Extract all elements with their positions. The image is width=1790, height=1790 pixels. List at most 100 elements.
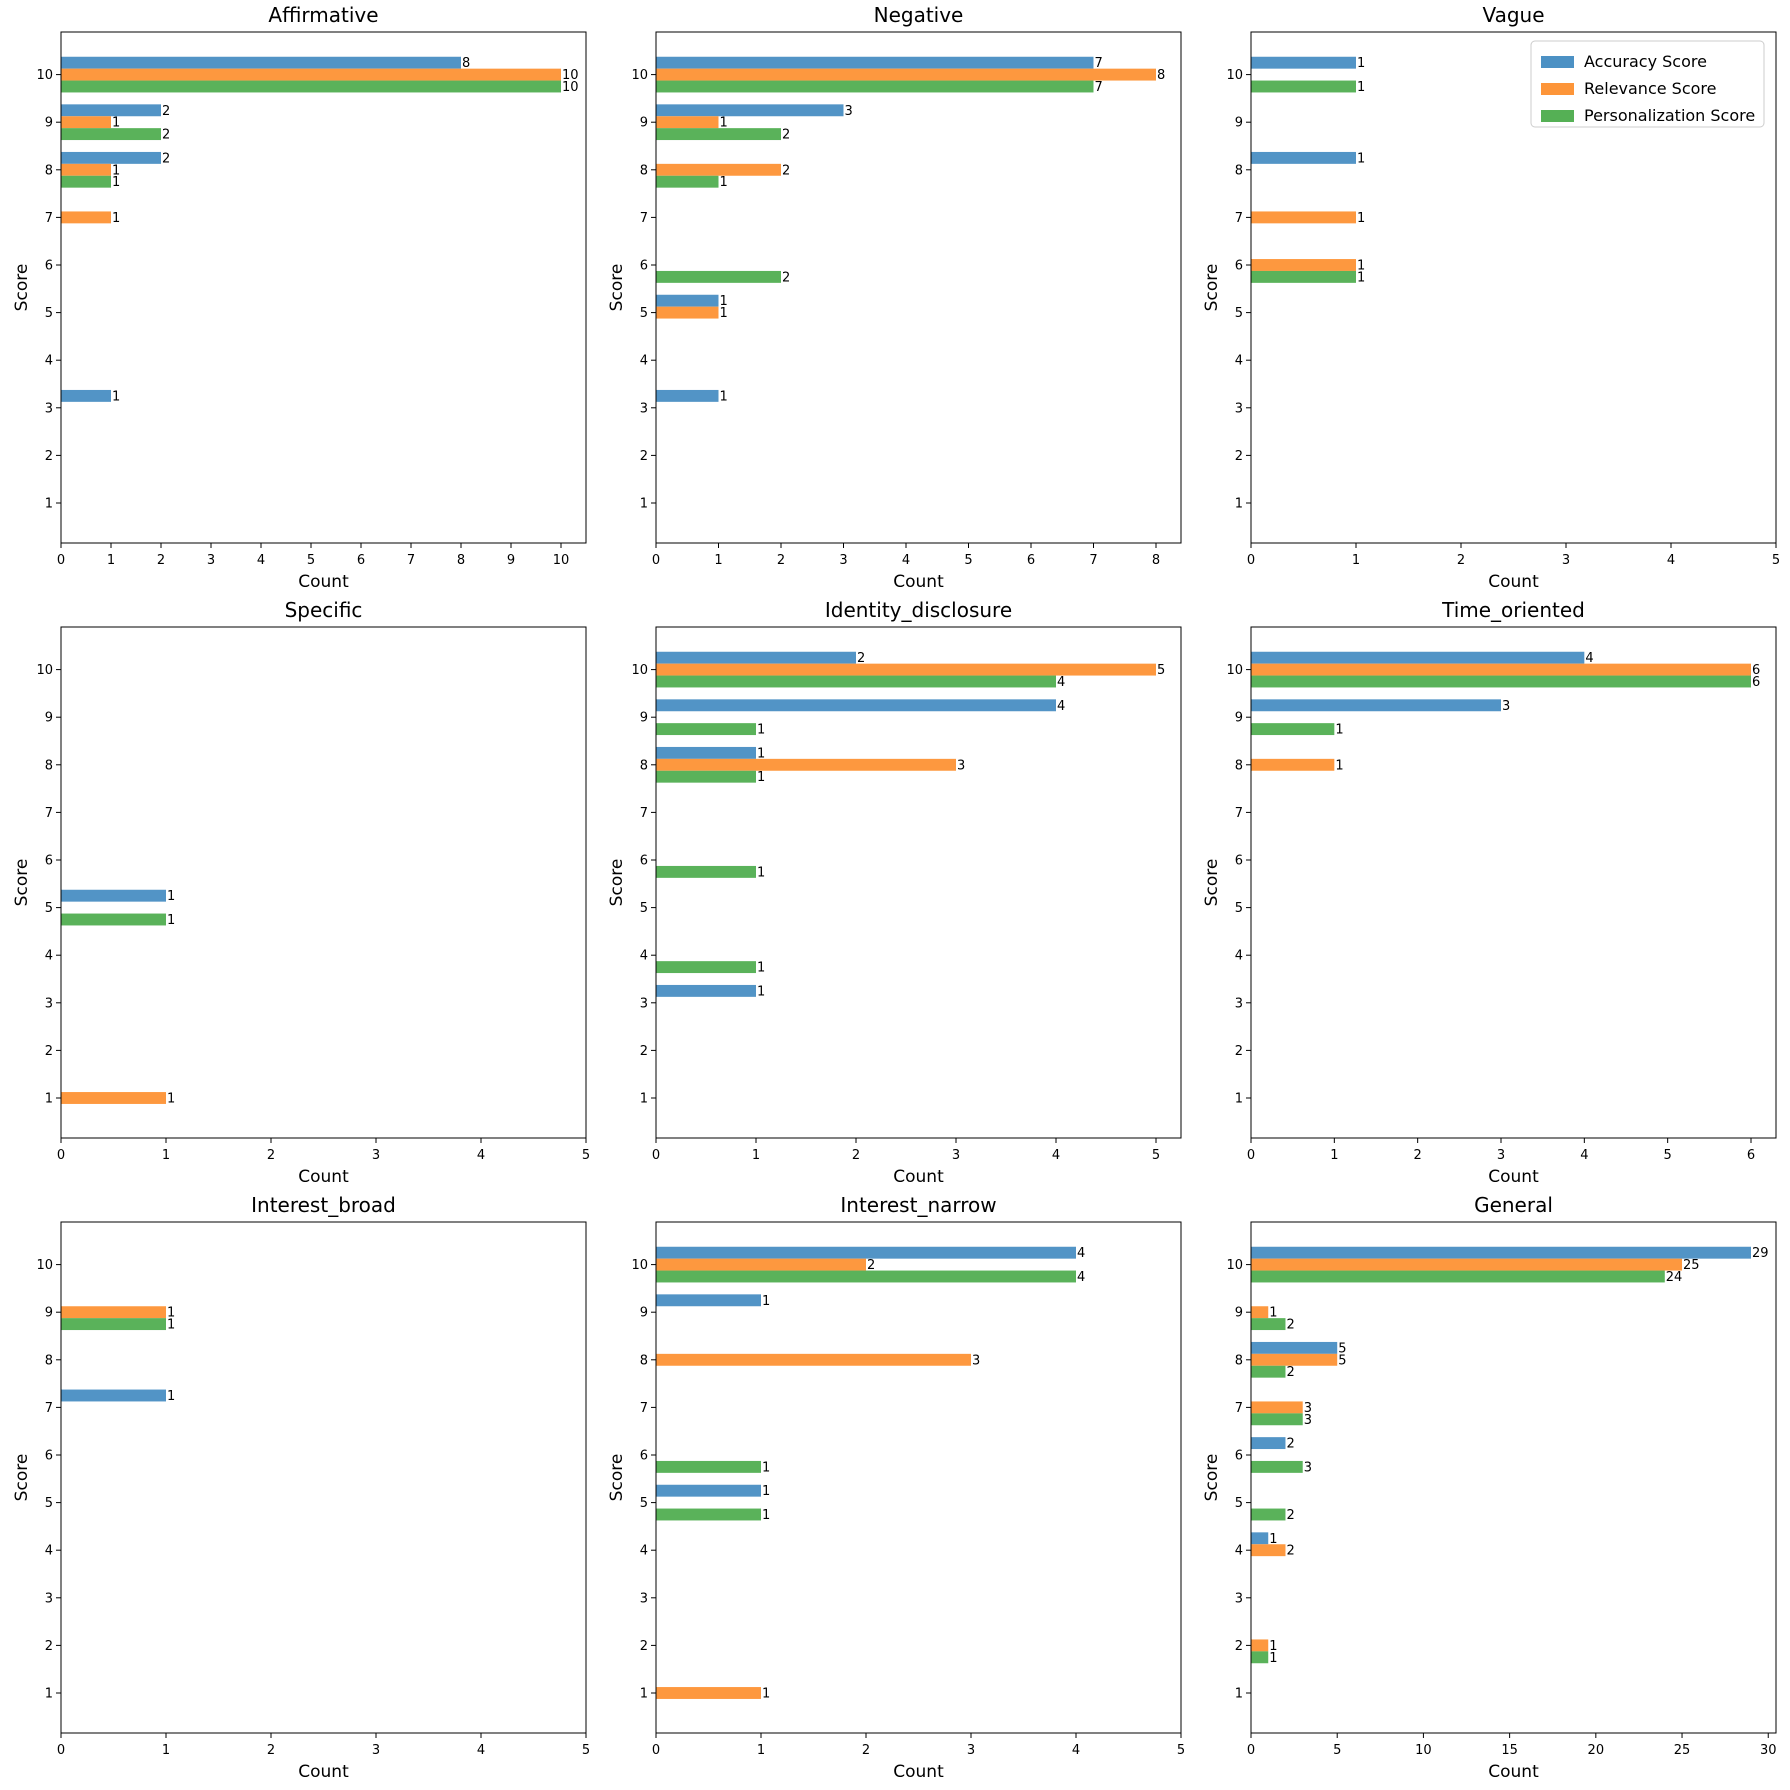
bar [656,675,1056,688]
bar [1251,758,1335,771]
bar [1251,1246,1751,1259]
bar [61,80,561,93]
y-tick-label: 6 [640,1449,648,1464]
bar [656,1258,866,1271]
x-tick-label: 2 [852,1148,860,1163]
y-tick-label: 5 [1235,1496,1243,1511]
series-accuracy-score: 11 [1251,56,1365,166]
x-tick-label: 4 [1580,1148,1588,1163]
data-label: 5 [1157,663,1165,678]
data-label: 1 [1335,758,1343,773]
x-tick-label: 7 [407,553,415,568]
bar [656,663,1156,676]
y-tick-label: 4 [45,354,53,369]
x-tick-label: 4 [477,1148,485,1163]
bar [656,163,781,176]
x-tick-label: 2 [862,1743,870,1758]
data-label: 1 [762,1294,770,1309]
y-tick-label: 9 [640,116,648,131]
series-relevance-score: 1 [61,1092,175,1107]
axes-frame [60,1221,587,1734]
legend-box [1530,40,1765,128]
y-tick-label: 2 [45,1639,53,1654]
bar [61,68,561,81]
bar [656,961,756,974]
y-tick-label: 2 [640,1044,648,1059]
x-axis-label: Count [893,1762,944,1782]
y-axis-label: Score [1202,1454,1222,1502]
y-tick-label: 2 [45,1044,53,1059]
y-tick-label: 1 [45,497,53,512]
x-tick-label: 0 [652,1148,660,1163]
y-tick-label: 3 [640,996,648,1011]
bar [656,80,1094,93]
y-tick-label: 5 [640,1496,648,1511]
x-tick-label: 6 [357,553,365,568]
data-label: 1 [757,770,765,785]
x-tick-label: 2 [267,1743,275,1758]
data-label: 1 [762,1484,770,1499]
y-tick-label: 1 [45,1092,53,1107]
x-tick-label: 5 [1664,1148,1672,1163]
data-label: 1 [167,1306,175,1321]
bar [1251,699,1501,712]
data-label: 1 [1269,1532,1277,1547]
x-tick-label: 1 [162,1743,170,1758]
x-tick-label: 0 [1247,1148,1255,1163]
y-tick-label: 7 [1235,1401,1243,1416]
x-axis-label: Count [298,1762,349,1782]
y-tick-label: 3 [1235,1591,1243,1606]
x-tick-label: 1 [714,553,722,568]
bar [656,758,956,771]
series-relevance-score: 16 [1251,663,1760,773]
series-personalization-score: 1 2 10 [61,80,579,190]
x-axis-label: Count [1488,1167,1539,1187]
y-tick-label: 2 [1235,1639,1243,1654]
x-tick-label: 9 [507,553,515,568]
data-label: 1 [1357,270,1365,285]
x-tick-label: 5 [1772,553,1780,568]
y-axis-label: Score [1202,859,1222,907]
data-label: 8 [1157,68,1165,83]
legend-label-accuracy-score: Accuracy Score [1584,52,1707,71]
x-tick-label: 3 [967,1743,975,1758]
x-tick-label: 1 [1330,1148,1338,1163]
series-personalization-score: 16 [1251,675,1760,738]
bar [656,1460,761,1473]
y-tick-label: 7 [1235,806,1243,821]
x-tick-label: 5 [582,1743,590,1758]
bar [61,116,111,129]
y-tick-label: 3 [1235,996,1243,1011]
x-axis-label: Count [298,1167,349,1187]
y-tick-label: 5 [640,306,648,321]
y-tick-label: 4 [640,354,648,369]
y-tick-label: 1 [640,1687,648,1702]
y-tick-label: 6 [1235,854,1243,869]
data-label: 3 [972,1353,980,1368]
series-personalization-score: 1 [61,1318,175,1333]
series-accuracy-score: 1 1 4 [656,1246,1085,1499]
y-tick-label: 5 [45,901,53,916]
x-tick-label: 2 [267,1148,275,1163]
bar [656,651,856,664]
series-accuracy-score: 1 2 2 8 [61,56,470,404]
y-tick-label: 5 [1235,901,1243,916]
series-relevance-score: 11 [1251,211,1365,274]
bar [61,128,161,141]
y-tick-label: 4 [1235,1544,1243,1559]
panel-title: Affirmative [268,3,378,27]
data-label: 1 [757,984,765,999]
x-tick-label: 2 [777,553,785,568]
data-label: 1 [757,865,765,880]
x-tick-label: 10 [1415,1743,1432,1758]
panel-title: Interest_broad [251,1193,396,1217]
x-tick-label: 6 [1747,1148,1755,1163]
x-tick-label: 2 [157,553,165,568]
bar [1251,675,1751,688]
bar [656,1246,1076,1259]
bar [1251,1544,1286,1557]
data-label: 4 [1057,699,1065,714]
data-label: 6 [1752,663,1760,678]
x-axis-label: Count [893,572,944,592]
